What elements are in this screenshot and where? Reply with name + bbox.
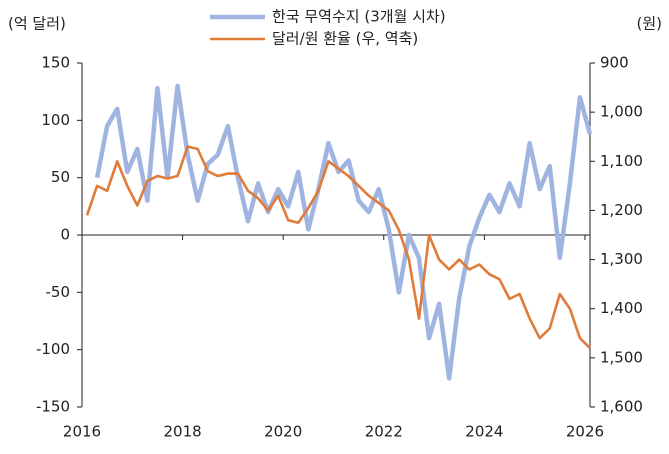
- x-tick-label: 2026: [566, 423, 604, 441]
- y2-tick-label: 1,600: [600, 398, 643, 416]
- y-tick-label: -50: [46, 283, 71, 301]
- x-tick-label: 2022: [365, 423, 403, 441]
- x-tick-label: 2016: [63, 423, 101, 441]
- data-line: [94, 83, 593, 381]
- y-tick-label: 0: [60, 226, 70, 244]
- x-tick-label: 2018: [164, 423, 202, 441]
- y2-tick-label: 1,000: [600, 103, 643, 121]
- x-tick-label: 2024: [465, 423, 503, 441]
- y2-tick-label: 900: [600, 54, 629, 72]
- y2-tick-label: 1,300: [600, 250, 643, 268]
- y2-tick-label: 1,400: [600, 299, 643, 317]
- x-tick-label: 2020: [264, 423, 302, 441]
- legend-label: 달러/원 환율 (우, 역축): [272, 30, 418, 48]
- y-tick-label: 150: [41, 54, 70, 72]
- y-tick-label: -150: [36, 398, 70, 416]
- y2-axis-label: (원): [636, 15, 662, 33]
- legend-label: 한국 무역수지 (3개월 시차): [272, 8, 446, 26]
- y2-tick-label: 1,100: [600, 152, 643, 170]
- y2-tick-label: 1,200: [600, 201, 643, 219]
- y-tick-label: 100: [41, 111, 70, 129]
- y-tick-label: 50: [51, 168, 70, 186]
- y-tick-label: -100: [36, 340, 70, 358]
- y-axis-label: (억 달러): [8, 15, 66, 33]
- data-line: [85, 145, 591, 349]
- y2-tick-label: 1,500: [600, 348, 643, 366]
